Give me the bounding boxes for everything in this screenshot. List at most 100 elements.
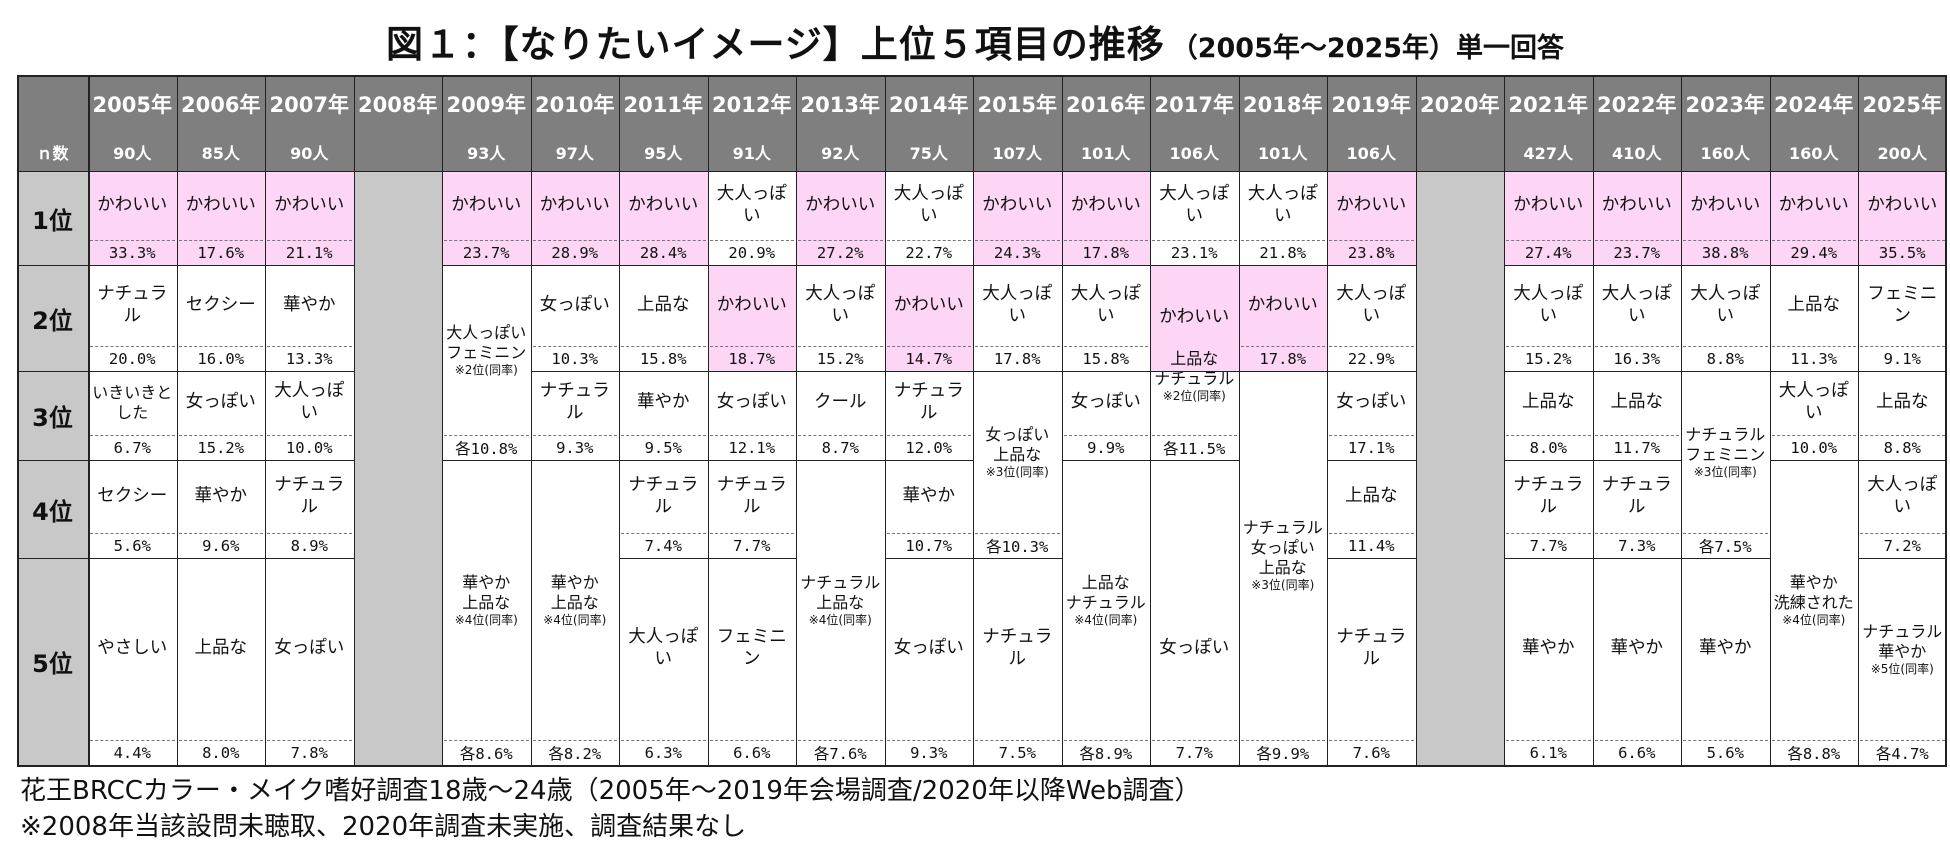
- column-divider: [1769, 75, 1771, 767]
- cell-percent: 27.4%: [1504, 240, 1593, 265]
- cell-label-line: かわいい: [893, 294, 964, 315]
- cell-percent: 11.3%: [1790, 349, 1838, 368]
- cell-label-line: かわいい: [1867, 194, 1938, 215]
- cell-percent: 9.5%: [644, 438, 682, 457]
- year-header: 2013年: [796, 75, 885, 133]
- year-header: 2009年: [442, 75, 531, 133]
- row-divider: [884, 558, 973, 560]
- n-count: 92人: [796, 133, 885, 171]
- cell-label: ナチュラル フェミニン ※3位(同率): [1681, 371, 1770, 533]
- dashed-divider: [1771, 240, 1856, 241]
- n-label: ｎ数: [17, 133, 88, 171]
- dashed-divider: [267, 740, 352, 741]
- dashed-divider: [1771, 435, 1856, 436]
- tie-note: ※4位(同率): [808, 612, 872, 627]
- cell-label-line: かわいい: [1159, 307, 1230, 328]
- cell-label: かわいい: [707, 265, 796, 346]
- row-divider: [442, 265, 531, 267]
- cell-label: 華やか: [619, 371, 708, 435]
- dashed-divider: [1594, 435, 1679, 436]
- cell-percent: 各8.8%: [1787, 744, 1841, 763]
- cell-percent: 10.7%: [905, 536, 953, 555]
- column-divider: [1858, 75, 1860, 767]
- cell-label: かわいい: [1592, 171, 1681, 240]
- column-divider: [530, 75, 532, 767]
- cell-label-line: 大人っぽい: [1070, 283, 1141, 326]
- cell-percent: 10.0%: [1790, 438, 1838, 457]
- cell-percent: 6.7%: [113, 438, 151, 457]
- cell-label-line: 大人っぽい: [1247, 183, 1318, 226]
- cell-label-line: 上品な: [1081, 572, 1130, 592]
- cell-percent: 15.2%: [197, 438, 245, 457]
- cell-label-line: ナチュラル: [1601, 474, 1672, 517]
- tie-note: ※2位(同率): [454, 362, 518, 377]
- cell-label: 女っぽい: [177, 371, 266, 435]
- row-divider: [1327, 265, 1416, 267]
- n-count: 97人: [530, 133, 619, 171]
- row-divider: [1061, 265, 1150, 267]
- dashed-divider: [709, 740, 794, 741]
- rank-label: 5位: [17, 558, 88, 765]
- dashed-divider: [90, 435, 175, 436]
- cell-percent: 23.7%: [1592, 240, 1681, 265]
- cell-label-line: 上品な: [1876, 392, 1929, 413]
- dashed-divider: [1860, 435, 1945, 436]
- n-count: 427人: [1504, 133, 1593, 171]
- dashed-divider: [1860, 533, 1945, 534]
- cell-label-line: 女っぽい: [1250, 538, 1315, 557]
- column-divider: [1592, 75, 1594, 767]
- row-divider: [1504, 265, 1593, 267]
- cell-label: かわいい: [265, 171, 354, 240]
- cell-label-line: かわいい: [1778, 194, 1849, 215]
- cell-label-line: 上品な: [194, 638, 248, 659]
- row-divider: [1150, 371, 1239, 373]
- cell-percent: 9.1%: [1883, 349, 1921, 368]
- dashed-divider: [267, 240, 352, 241]
- row-divider: [176, 371, 265, 373]
- rank-label: 3位: [17, 371, 88, 460]
- cell-label-line: 華やか: [1878, 641, 1927, 661]
- cell-percent: 17.1%: [1347, 438, 1395, 457]
- cell-percent: 18.7%: [707, 346, 796, 371]
- cell-label-line: 大人っぽい: [1601, 283, 1672, 326]
- cell-percent: 各8.2%: [548, 744, 602, 763]
- cell-label: かわいい: [88, 171, 177, 240]
- cell-label-line: ナチュラル: [97, 283, 168, 326]
- cell-percent: 各10.3%: [986, 537, 1049, 556]
- cell-percent: 9.6%: [202, 536, 240, 555]
- cell-label-line: 大人っぽい: [274, 381, 345, 423]
- cell-label: ナチュラル: [1504, 460, 1593, 533]
- dashed-divider: [178, 240, 263, 241]
- cell-label-line: かわいい: [97, 194, 168, 215]
- row-divider: [619, 558, 708, 560]
- cell-percent: 29.4%: [1769, 240, 1858, 265]
- cell-label-line: フェミニン: [446, 342, 527, 362]
- row-divider: [88, 371, 177, 373]
- dashed-divider: [444, 240, 529, 241]
- row-divider: [1504, 558, 1593, 560]
- cell-label-line: 華やか: [462, 572, 511, 592]
- cell-label-line: 洗練された: [1773, 592, 1854, 612]
- cell-label-line: フェミニン: [1685, 444, 1766, 464]
- dashed-divider: [709, 346, 794, 347]
- dashed-divider: [975, 740, 1060, 741]
- row-divider: [1592, 265, 1681, 267]
- year-header: 2016年: [1061, 75, 1150, 133]
- cell-percent: 7.2%: [1883, 536, 1921, 555]
- row-divider: [707, 371, 796, 373]
- year-header: 2024年: [1769, 75, 1858, 133]
- dashed-divider: [1506, 740, 1591, 741]
- cell-label-line: 華やか: [637, 392, 690, 413]
- cell-label-line: ナチュラル: [716, 474, 787, 517]
- cell-percent: 7.7%: [1175, 743, 1213, 762]
- row-divider: [442, 460, 531, 462]
- cell-label: かわいい: [1681, 171, 1770, 240]
- row-divider: [884, 371, 973, 373]
- cell-label-line: ナチュラル: [1513, 474, 1584, 517]
- cell-label: 上品な: [1327, 460, 1416, 533]
- dashed-divider: [1063, 435, 1148, 436]
- dashed-divider: [1683, 346, 1768, 347]
- dashed-divider: [1329, 533, 1414, 534]
- row-divider: [88, 265, 177, 267]
- cell-percent: 23.1%: [1170, 243, 1218, 262]
